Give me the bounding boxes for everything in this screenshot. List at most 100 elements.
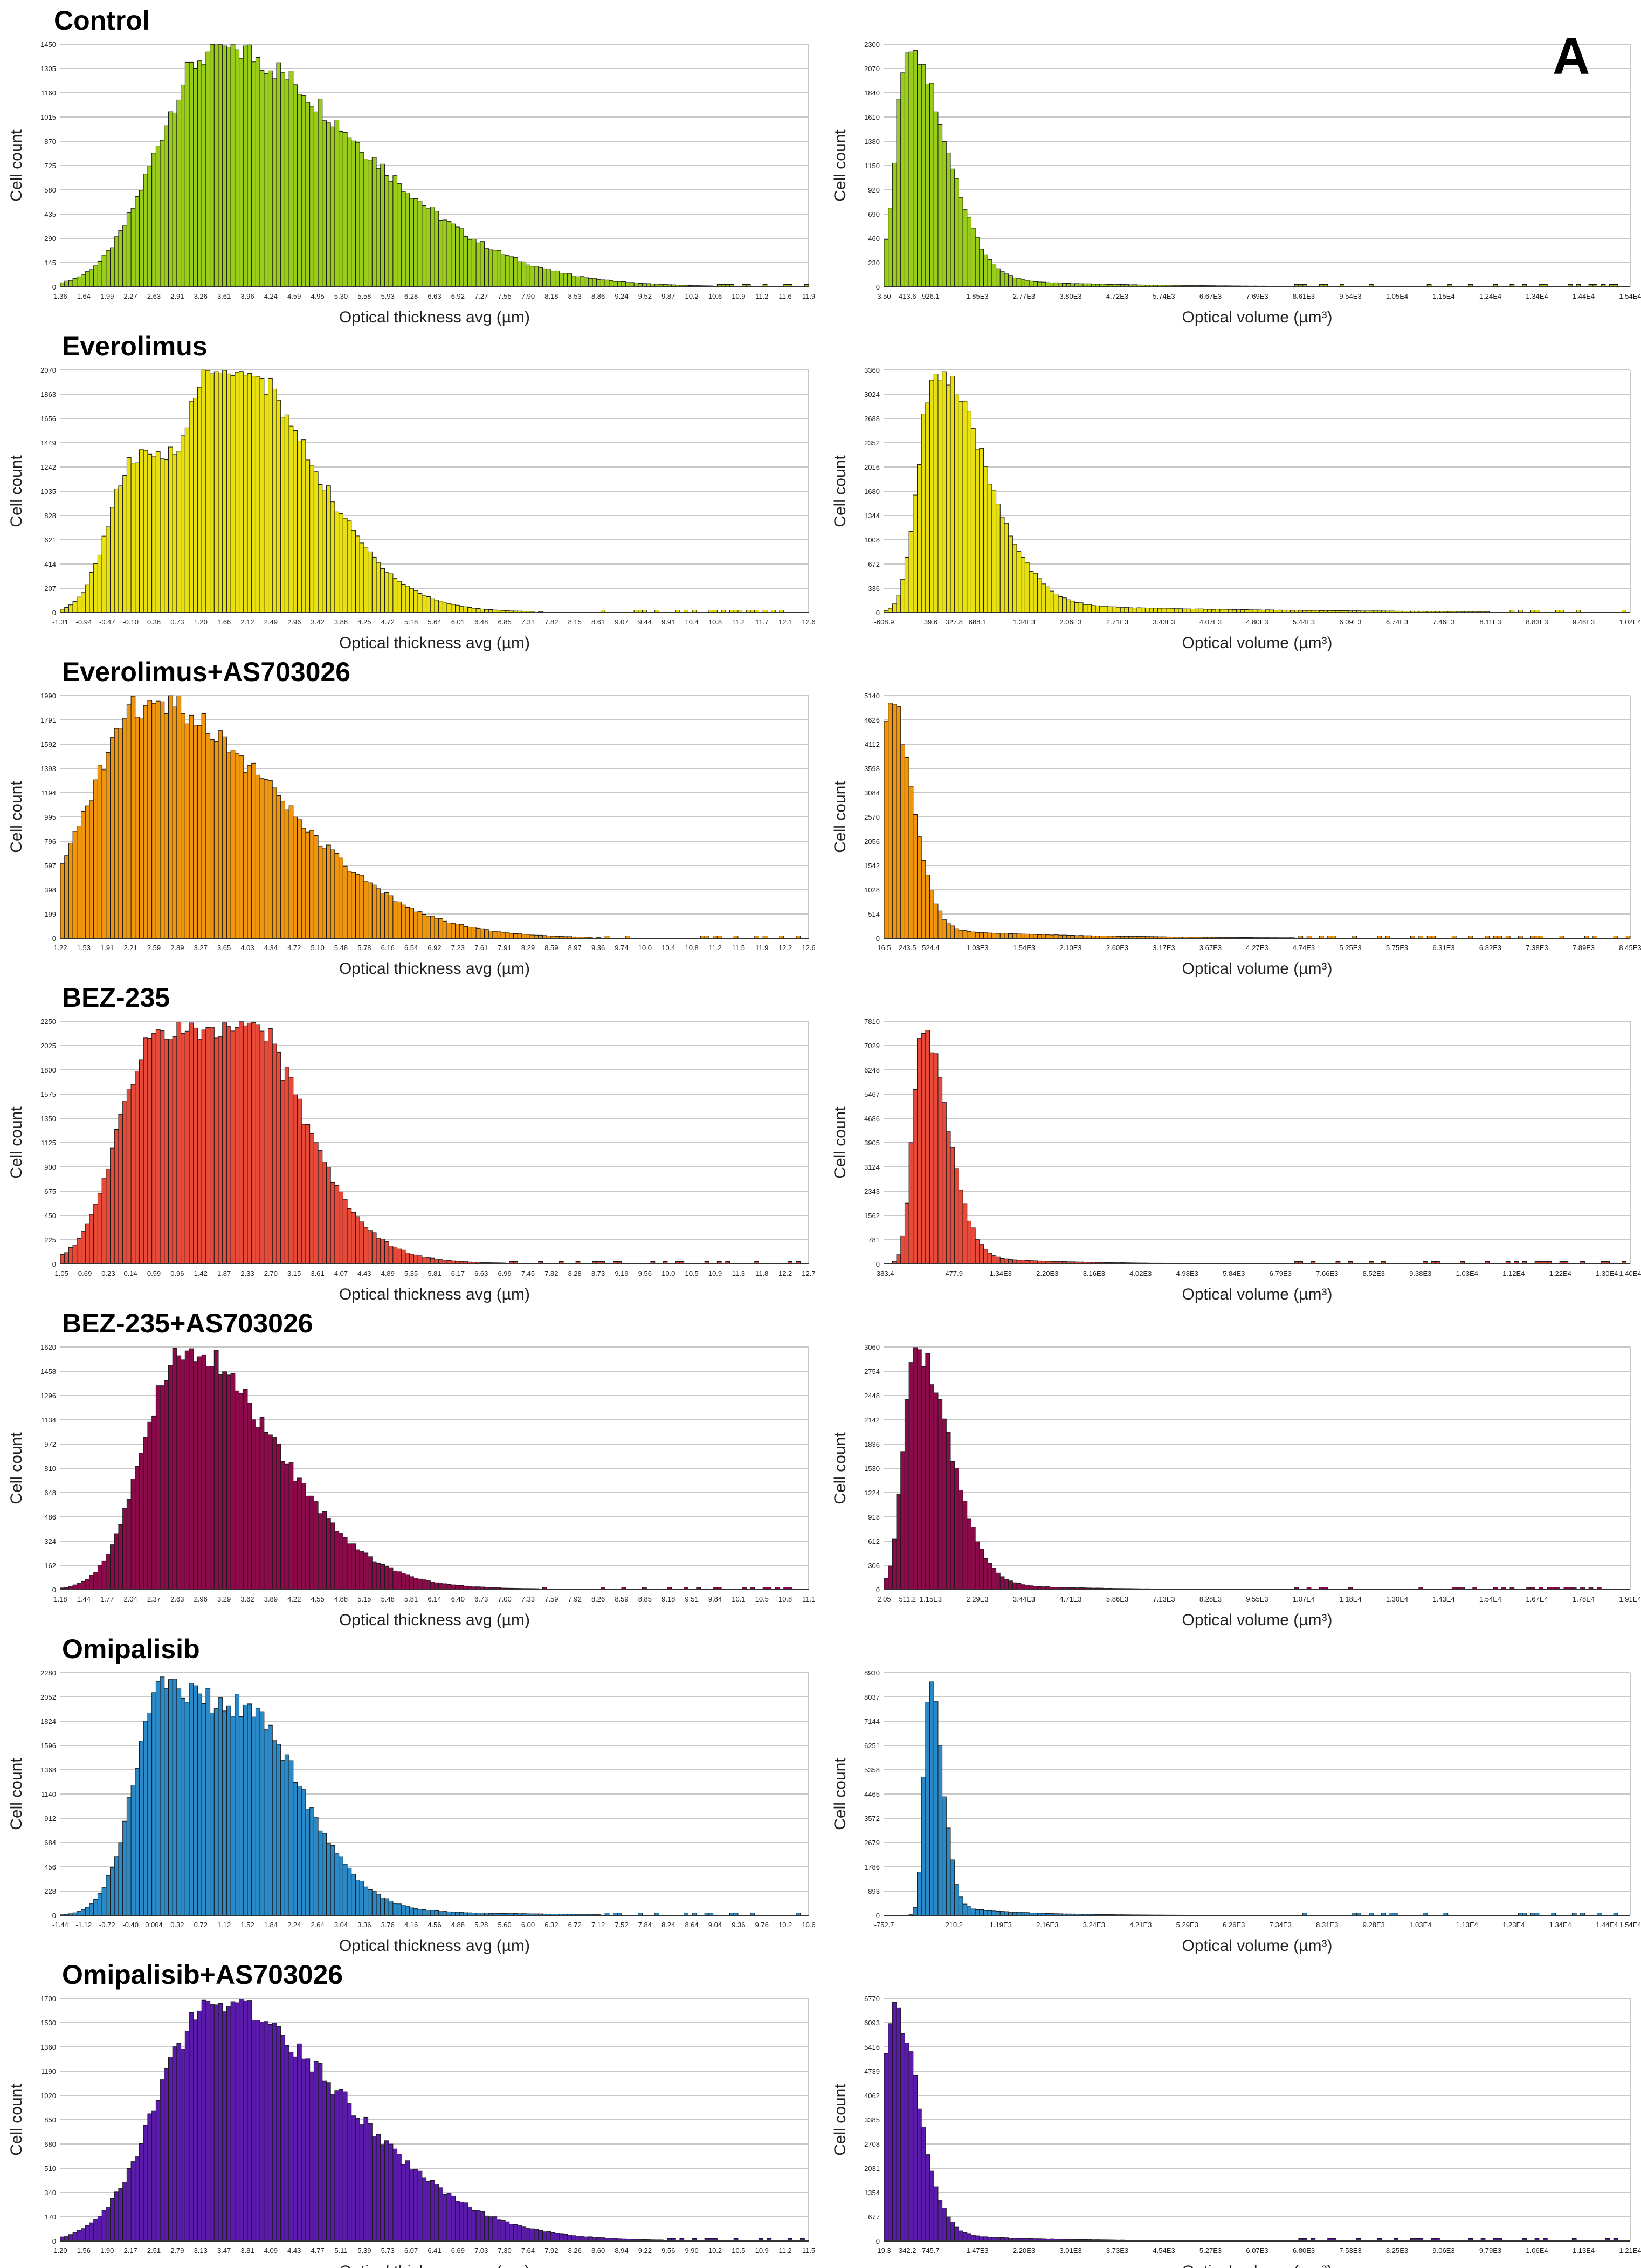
histogram-bar (621, 281, 626, 287)
x-tick-label: 11.2 (708, 944, 721, 952)
histogram-bar (430, 916, 435, 939)
histogram-bar (172, 1348, 177, 1590)
histogram-bar (1050, 590, 1054, 613)
histogram-bar (426, 208, 431, 287)
histogram-bar (1091, 605, 1096, 613)
histogram-bar (247, 765, 252, 939)
histogram-bar (60, 282, 65, 287)
histogram-bar (950, 1461, 955, 1590)
y-tick-label: 0 (52, 609, 56, 617)
histogram-bar (259, 377, 265, 613)
histogram-bar (176, 451, 182, 613)
histogram-bar (430, 1257, 435, 1264)
histogram-bar (342, 132, 348, 287)
histogram-bar (264, 1041, 269, 1264)
chart-title: Omipalisib (62, 1634, 200, 1664)
histogram-bar (201, 713, 206, 939)
y-tick-label: 680 (44, 2140, 56, 2148)
x-tick-label: 3.73E3 (1106, 2246, 1128, 2255)
x-tick-label: 0.59 (147, 1269, 161, 1277)
histogram-bar (925, 1353, 930, 1590)
histogram-bar (351, 1543, 356, 1590)
x-tick-label: 926.1 (922, 292, 940, 300)
y-tick-label: 1393 (40, 765, 56, 773)
histogram-bar (426, 1580, 431, 1590)
histogram-bar (309, 465, 314, 613)
histogram-bar (904, 556, 909, 613)
x-tick-label: 4.88 (451, 1921, 465, 1929)
histogram-bar (958, 930, 963, 939)
histogram-bar (339, 1191, 343, 1264)
histogram-bar (563, 273, 568, 287)
y-axis-label: Cell count (831, 2084, 849, 2156)
y-tick-label: 810 (44, 1465, 56, 1473)
x-tick-label: 6.09E3 (1339, 618, 1361, 626)
x-tick-label: 10.9 (755, 2246, 769, 2255)
histogram-bar (205, 370, 211, 613)
histogram-bar (272, 1437, 277, 1590)
histogram-bar (409, 1576, 414, 1590)
histogram-bar (1024, 1585, 1030, 1590)
histogram-bar (347, 1867, 352, 1916)
y-tick-label: 1542 (864, 862, 880, 870)
x-tick-label: 11.5 (802, 2246, 815, 2255)
histogram-bar (110, 507, 115, 613)
x-tick-label: 1.20 (53, 2246, 67, 2255)
histogram-bar (164, 2068, 169, 2242)
x-axis-label: Optical volume (µm³) (1182, 1611, 1333, 1629)
x-tick-label: 5.74E3 (1153, 292, 1175, 300)
x-tick-label: 6.92 (451, 292, 465, 300)
histogram-bar (139, 2143, 144, 2242)
histogram-bar (197, 725, 202, 939)
histogram-bar (155, 1029, 161, 1264)
histogram-bar (210, 1712, 215, 1916)
histogram-bar (247, 373, 252, 613)
x-tick-label: 4.72 (287, 944, 301, 952)
histogram-bar (139, 1059, 144, 1264)
x-tick-label: 9.38E3 (1409, 1269, 1431, 1277)
histogram-bar (521, 2226, 527, 2242)
histogram-bar (201, 1999, 206, 2242)
histogram-bar (900, 72, 905, 287)
histogram-bar (326, 2082, 331, 2242)
histogram-bar (243, 772, 248, 939)
x-tick-label: 5.93 (381, 292, 395, 300)
histogram-bar (921, 1366, 926, 1590)
x-tick-label: 3.96 (240, 292, 254, 300)
histogram-bar (101, 1178, 107, 1264)
x-tick-label: 10.0 (638, 944, 652, 952)
y-tick-label: 324 (44, 1537, 56, 1545)
y-tick-label: 3024 (864, 390, 880, 398)
x-tick-label: 3.36 (357, 1921, 371, 1929)
histogram-bar (475, 927, 481, 939)
histogram-bar (114, 2191, 119, 2242)
histogram-bar (301, 2058, 306, 2242)
histogram-bar (991, 933, 997, 939)
histogram-bar (276, 1744, 281, 1916)
histogram-bar (284, 414, 289, 613)
histogram-bar (475, 242, 481, 287)
histogram-bar (401, 1572, 406, 1590)
chart-title: BEZ-235+AS703026 (62, 1308, 313, 1338)
histogram-bar (305, 2058, 311, 2242)
x-tick-label: 1.03E3 (966, 944, 988, 952)
histogram-bar (970, 2235, 976, 2242)
histogram-bar (592, 278, 597, 287)
x-tick-label: 6.74E3 (1386, 618, 1408, 626)
histogram-bar (371, 157, 377, 287)
histogram-bar (305, 831, 311, 939)
y-tick-label: 2025 (40, 1042, 56, 1050)
y-tick-label: 3084 (864, 789, 880, 797)
x-tick-label: 3.42 (311, 618, 324, 626)
histogram-bar (276, 795, 281, 939)
histogram-bar (455, 924, 460, 939)
x-tick-label: 10.6 (708, 292, 722, 300)
histogram-bar (517, 2225, 522, 2242)
histogram-bar (93, 1572, 98, 1590)
histogram-bar (213, 741, 219, 939)
y-tick-label: 4112 (865, 740, 880, 748)
x-tick-label: 3.43E3 (1153, 618, 1175, 626)
histogram-bar (1012, 1582, 1017, 1590)
histogram-bar (625, 282, 630, 287)
histogram-bar (268, 1724, 273, 1916)
